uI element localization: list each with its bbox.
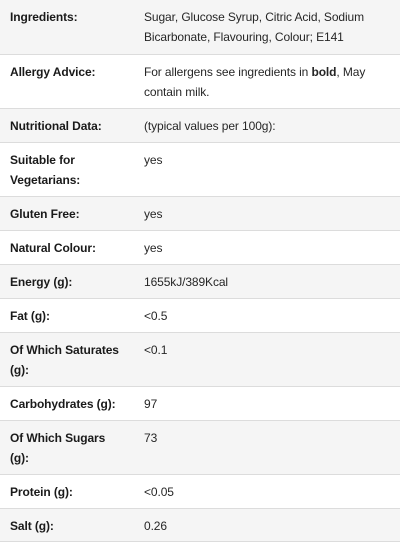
table-row-suitable-for-vegetarians: Suitable for Vegetarians: yes <box>0 142 400 196</box>
row-value: For allergens see ingredients in bold, M… <box>134 54 400 108</box>
table-row-natural-colour: Natural Colour: yes <box>0 230 400 264</box>
table-row-carbohydrates: Carbohydrates (g): 97 <box>0 386 400 420</box>
row-label: Of Which Sugars (g): <box>10 430 106 465</box>
row-value: <0.05 <box>144 484 174 499</box>
table-row-of-which-saturates: Of Which Saturates (g): <0.1 <box>0 332 400 386</box>
table-row-energy: Energy (g): 1655kJ/389Kcal <box>0 264 400 298</box>
row-label: Protein (g): <box>10 484 73 499</box>
row-value: 0.26 <box>144 518 167 533</box>
table-row-ingredients: Ingredients: Sugar, Glucose Syrup, Citri… <box>0 0 400 54</box>
row-label: Gluten Free: <box>10 206 80 221</box>
row-label: Ingredients: <box>10 10 78 24</box>
table-row-of-which-sugars: Of Which Sugars (g): 73 <box>0 420 400 474</box>
row-value: Sugar, Glucose Syrup, Citric Acid, Sodiu… <box>144 10 364 44</box>
row-value: yes <box>144 206 163 221</box>
row-value: (typical values per 100g): <box>144 118 276 133</box>
row-label: Carbohydrates (g): <box>10 396 116 411</box>
table-row-nutritional-data: Nutritional Data: (typical values per 10… <box>0 108 400 142</box>
allergy-text-end: , May contain milk. <box>144 64 366 99</box>
row-value: yes <box>144 152 163 167</box>
table-row-fat: Fat (g): <0.5 <box>0 298 400 332</box>
row-value: 73 <box>144 430 158 445</box>
row-label: Suitable for Vegetarians: <box>10 152 81 187</box>
table-row-salt: Salt (g): 0.26 <box>0 508 400 541</box>
row-value: <0.1 <box>144 342 168 357</box>
table-row-gluten-free: Gluten Free: yes <box>0 196 400 230</box>
allergy-bold-word: bold <box>311 64 337 79</box>
row-label: Fat (g): <box>10 308 50 323</box>
row-value: <0.5 <box>144 308 168 323</box>
row-value: yes <box>144 240 163 255</box>
table-row-allergy-advice: Allergy Advice: For allergens see ingred… <box>0 54 400 108</box>
row-label: Of Which Saturates (g): <box>10 342 119 377</box>
row-label: Allergy Advice: <box>10 64 96 79</box>
row-label: Nutritional Data: <box>10 118 102 133</box>
table-row-protein: Protein (g): <0.05 <box>0 474 400 508</box>
row-label: Energy (g): <box>10 274 73 289</box>
row-label: Salt (g): <box>10 518 54 533</box>
row-value: 97 <box>144 396 158 411</box>
row-value: 1655kJ/389Kcal <box>144 274 228 289</box>
row-label: Natural Colour: <box>10 240 96 255</box>
allergy-text-start: For allergens see ingredients in <box>144 64 312 79</box>
